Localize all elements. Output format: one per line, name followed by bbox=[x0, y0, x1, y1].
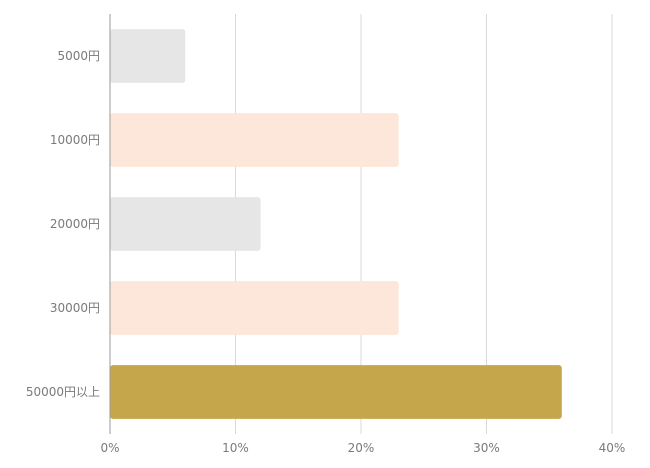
category-label: 50000円以上 bbox=[26, 385, 100, 399]
category-label: 30000円 bbox=[50, 301, 100, 315]
bar bbox=[110, 197, 261, 251]
category-label: 10000円 bbox=[50, 133, 100, 147]
bars bbox=[110, 29, 562, 419]
bar bbox=[110, 29, 186, 83]
bar bbox=[110, 113, 399, 167]
category-label: 20000円 bbox=[50, 217, 100, 231]
bar bbox=[110, 365, 562, 419]
x-tick-label: 0% bbox=[100, 441, 119, 455]
x-tick-label: 40% bbox=[599, 441, 626, 455]
bar bbox=[110, 281, 399, 335]
x-tick-label: 10% bbox=[222, 441, 249, 455]
x-tick-label: 30% bbox=[473, 441, 500, 455]
x-tick-labels: 0% 10% 20% 30% 40% bbox=[100, 441, 625, 455]
category-label: 5000円 bbox=[57, 49, 100, 63]
x-tick-label: 20% bbox=[348, 441, 375, 455]
category-labels: 5000円 10000円 20000円 30000円 50000円以上 bbox=[26, 49, 100, 399]
